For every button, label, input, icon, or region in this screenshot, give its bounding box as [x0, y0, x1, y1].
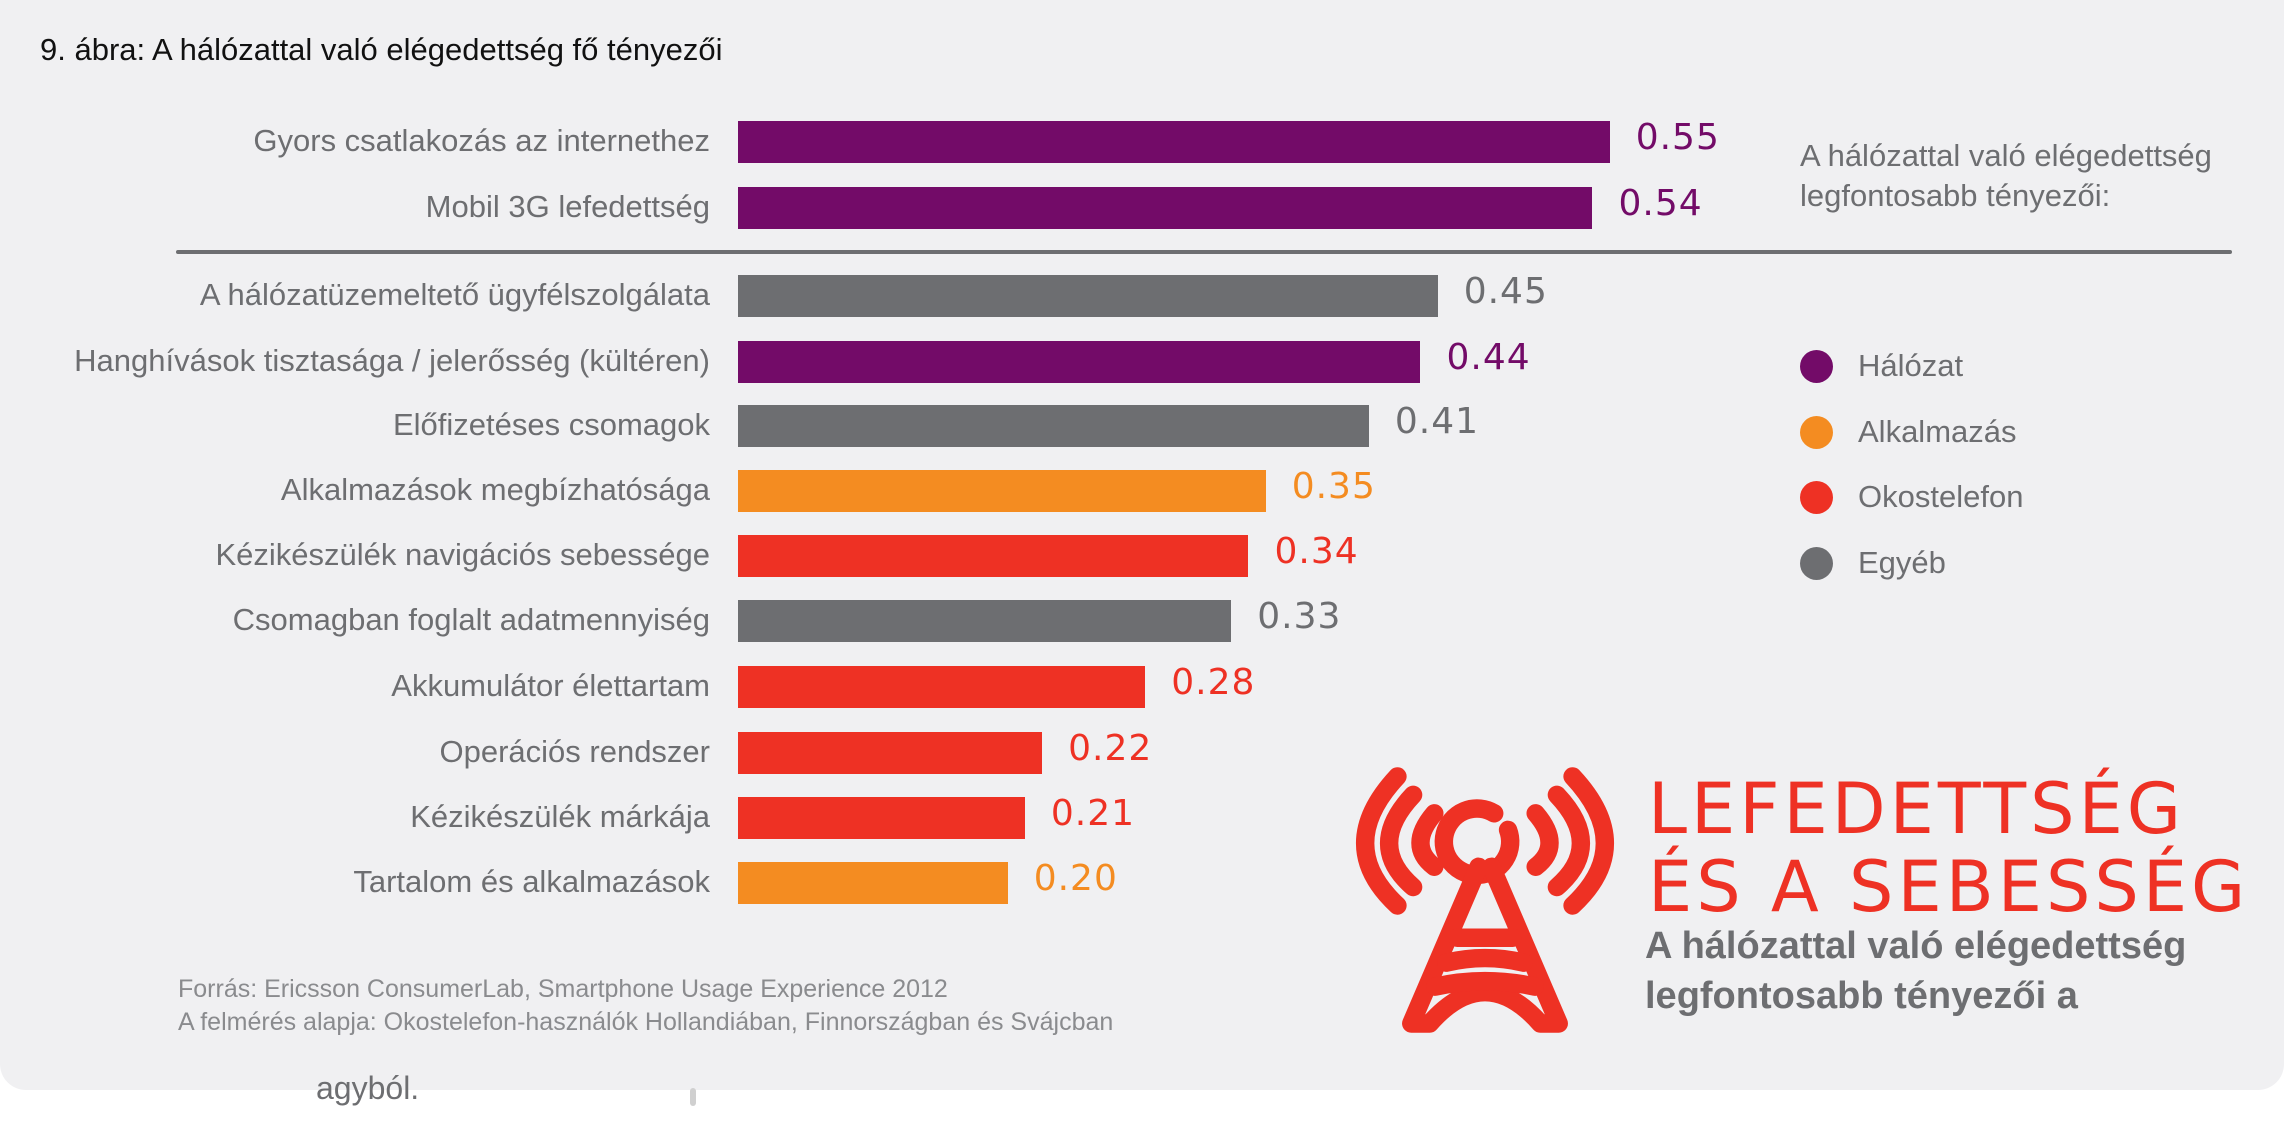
data-label: 0.21: [1050, 793, 1136, 834]
bar: [738, 470, 1266, 512]
figure-panel: 9. ábra: A hálózattal való elégedettség …: [0, 0, 2284, 1090]
bar: [738, 121, 1610, 163]
page-text-fragment: agyból.: [316, 1070, 420, 1106]
category-label: Mobil 3G lefedettség: [425, 189, 710, 224]
bar: [738, 862, 1008, 904]
category-label: Előfizetéses csomagok: [392, 407, 710, 442]
bar: [738, 405, 1369, 447]
data-label: 0.28: [1171, 662, 1256, 703]
legend-swatch-icon: [1800, 416, 1833, 449]
radio-tower-icon: [1356, 767, 1614, 1033]
data-label: 0.55: [1635, 117, 1720, 158]
category-label: Kézikészülék navigációs sebessége: [215, 537, 710, 572]
bar: [738, 535, 1249, 577]
source-note: Forrás: Ericsson ConsumerLab, Smartphone…: [178, 975, 948, 1003]
legend-swatch-icon: [1800, 547, 1833, 580]
bar: [738, 732, 1043, 774]
bar: [738, 600, 1232, 642]
survey-basis-note: A felmérés alapja: Okostelefon-használók…: [178, 1008, 1114, 1036]
data-label: 0.45: [1463, 271, 1548, 312]
legend-label: Egyéb: [1858, 545, 1946, 580]
bar: [738, 666, 1146, 708]
data-label: 0.41: [1394, 401, 1480, 442]
data-label: 0.54: [1618, 183, 1703, 224]
legend-swatch-icon: [1800, 350, 1833, 383]
top-factors-separator: [176, 250, 2232, 254]
figure-title: 9. ábra: A hálózattal való elégedettség …: [40, 32, 723, 67]
category-label: Csomagban foglalt adatmennyiség: [232, 602, 710, 637]
category-label: Alkalmazások megbízhatósága: [280, 472, 710, 507]
category-label: Hanghívások tisztasága / jelerősség (kül…: [74, 343, 710, 378]
promo-subtitle-line-2: legfontosabb tényezői a: [1645, 975, 2078, 1017]
data-label: 0.44: [1446, 337, 1531, 378]
data-label: 0.34: [1274, 531, 1359, 572]
legend-heading-line-1: A hálózattal való elégedettség: [1800, 138, 2212, 173]
legend-heading-line-2: legfontosabb tényezői:: [1800, 178, 2111, 213]
category-label: Gyors csatlakozás az internethez: [253, 123, 710, 158]
legend-swatch-icon: [1800, 481, 1833, 514]
data-label: 0.35: [1291, 466, 1376, 507]
category-label: Operációs rendszer: [439, 734, 710, 769]
data-label: 0.33: [1257, 596, 1342, 637]
promo-subtitle-line-1: A hálózattal való elégedettség: [1645, 925, 2187, 967]
category-label: Akkumulátor élettartam: [391, 668, 710, 703]
bar: [738, 187, 1593, 229]
promo-headline-line-1: LEFEDETTSÉG: [1648, 768, 2186, 850]
bar: [738, 797, 1025, 839]
category-label: Tartalom és alkalmazások: [353, 864, 710, 899]
data-label: 0.20: [1033, 858, 1118, 899]
legend-label: Hálózat: [1858, 348, 1964, 383]
bar: [738, 275, 1438, 317]
category-label: Kézikészülék márkája: [410, 799, 710, 834]
legend-label: Okostelefon: [1858, 479, 2024, 514]
legend-label: Alkalmazás: [1858, 414, 2017, 449]
category-label: A hálózatüzemeltető ügyfélszolgálata: [199, 277, 710, 312]
data-label: 0.22: [1068, 728, 1153, 769]
legend-heading: A hálózattal való elégedettség legfontos…: [1800, 136, 2212, 216]
scrollbar-thumb[interactable]: [690, 1088, 696, 1106]
promo-headline-line-2: ÉS A SEBESSÉG: [1648, 846, 2250, 928]
bar: [738, 341, 1421, 383]
